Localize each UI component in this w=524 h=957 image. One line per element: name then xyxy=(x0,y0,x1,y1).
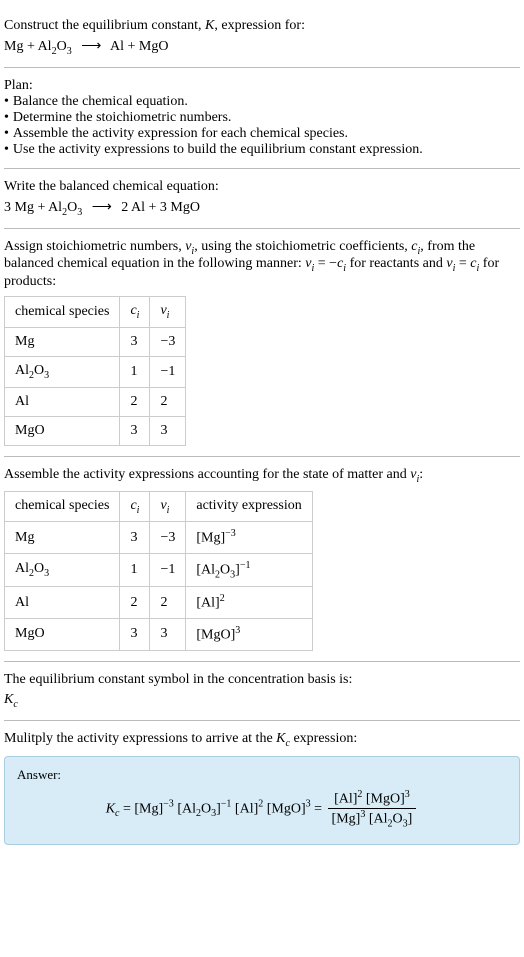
activity-section: Assemble the activity expressions accoun… xyxy=(4,457,520,662)
col-ci: ci xyxy=(120,297,150,328)
table-row: Al2O31−1 xyxy=(5,356,186,387)
col-activity: activity expression xyxy=(186,491,312,522)
bullet-icon: • xyxy=(4,110,9,126)
table-row: MgO33[MgO]3 xyxy=(5,619,313,651)
species-cell: Al xyxy=(5,587,120,619)
activity-cell: [Al2O3]−1 xyxy=(186,554,312,587)
species-cell: MgO xyxy=(5,619,120,651)
plan-title: Plan: xyxy=(4,78,520,94)
symbol-title: The equilibrium constant symbol in the c… xyxy=(4,672,520,688)
table-header-row: chemical species ci νi activity expressi… xyxy=(5,491,313,522)
symbol-section: The equilibrium constant symbol in the c… xyxy=(4,662,520,721)
plan-item: Use the activity expressions to build th… xyxy=(13,142,423,158)
col-species: chemical species xyxy=(5,297,120,328)
plan-item: Balance the chemical equation. xyxy=(13,94,188,110)
nui-cell: −3 xyxy=(150,327,186,356)
species-cell: MgO xyxy=(5,416,120,445)
nui-cell: −1 xyxy=(150,356,186,387)
plan-section: Plan: •Balance the chemical equation. •D… xyxy=(4,68,520,169)
answer-label: Answer: xyxy=(17,767,507,783)
activity-title: Assemble the activity expressions accoun… xyxy=(4,467,520,485)
table-row: Al2O31−1[Al2O3]−1 xyxy=(5,554,313,587)
species-cell: Al2O3 xyxy=(5,554,120,587)
table-row: Mg3−3[Mg]−3 xyxy=(5,522,313,554)
stoich-section: Assign stoichiometric numbers, νi, using… xyxy=(4,229,520,457)
k-symbol: K xyxy=(205,18,214,33)
activity-table: chemical species ci νi activity expressi… xyxy=(4,491,313,651)
bullet-icon: • xyxy=(4,126,9,142)
right-arrow-icon: ⟶ xyxy=(81,38,101,55)
table-header-row: chemical species ci νi xyxy=(5,297,186,328)
stoich-table: chemical species ci νi Mg3−3Al2O31−1Al22… xyxy=(4,296,186,446)
nui-cell: −1 xyxy=(150,554,186,587)
nui-cell: −3 xyxy=(150,522,186,554)
kc-expression: Kc = [Mg]−3 [Al2O3]−1 [Al]2 [MgO]3 = [Al… xyxy=(17,789,507,829)
nui-cell: 2 xyxy=(150,387,186,416)
nui-cell: 2 xyxy=(150,587,186,619)
balanced-equation: 3 Mg + Al2O3 ⟶ 2 Al + 3 MgO xyxy=(4,199,520,218)
ci-cell: 1 xyxy=(120,356,150,387)
col-nui: νi xyxy=(150,491,186,522)
ci-cell: 3 xyxy=(120,619,150,651)
kc-symbol: Kc xyxy=(4,692,520,710)
species-cell: Mg xyxy=(5,327,120,356)
final-section: Mulitply the activity expressions to arr… xyxy=(4,721,520,845)
table-row: MgO33 xyxy=(5,416,186,445)
table-row: Al22 xyxy=(5,387,186,416)
species-cell: Al2O3 xyxy=(5,356,120,387)
balanced-section: Write the balanced chemical equation: 3 … xyxy=(4,169,520,229)
ci-cell: 2 xyxy=(120,387,150,416)
table-row: Mg3−3 xyxy=(5,327,186,356)
species-cell: Al xyxy=(5,387,120,416)
activity-cell: [MgO]3 xyxy=(186,619,312,651)
plan-item: Assemble the activity expression for eac… xyxy=(13,126,348,142)
ci-cell: 3 xyxy=(120,327,150,356)
table-row: Al22[Al]2 xyxy=(5,587,313,619)
nui-cell: 3 xyxy=(150,619,186,651)
multiply-text: Mulitply the activity expressions to arr… xyxy=(4,731,520,749)
species-cell: Mg xyxy=(5,522,120,554)
activity-cell: [Al]2 xyxy=(186,587,312,619)
ci-cell: 1 xyxy=(120,554,150,587)
ci-cell: 2 xyxy=(120,587,150,619)
answer-box: Answer: Kc = [Mg]−3 [Al2O3]−1 [Al]2 [MgO… xyxy=(4,756,520,844)
nui-cell: 3 xyxy=(150,416,186,445)
bullet-icon: • xyxy=(4,142,9,158)
col-species: chemical species xyxy=(5,491,120,522)
fraction: [Al]2 [MgO]3[Mg]3 [Al2O3] xyxy=(328,789,417,829)
col-ci: ci xyxy=(120,491,150,522)
bullet-icon: • xyxy=(4,94,9,110)
prompt-part1: Construct the equilibrium constant, xyxy=(4,18,205,33)
col-nui: νi xyxy=(150,297,186,328)
stoich-text: Assign stoichiometric numbers, νi, using… xyxy=(4,239,520,291)
ci-cell: 3 xyxy=(120,416,150,445)
prompt-text: Construct the equilibrium constant, K, e… xyxy=(4,18,520,34)
plan-bullets: •Balance the chemical equation. •Determi… xyxy=(4,94,520,158)
prompt-part2: , expression for: xyxy=(214,18,305,33)
ci-cell: 3 xyxy=(120,522,150,554)
right-arrow-icon: ⟶ xyxy=(92,199,112,216)
plan-item: Determine the stoichiometric numbers. xyxy=(13,110,232,126)
prompt-section: Construct the equilibrium constant, K, e… xyxy=(4,8,520,68)
balanced-title: Write the balanced chemical equation: xyxy=(4,179,520,195)
unbalanced-equation: Mg + Al2O3 ⟶ Al + MgO xyxy=(4,38,520,57)
activity-cell: [Mg]−3 xyxy=(186,522,312,554)
